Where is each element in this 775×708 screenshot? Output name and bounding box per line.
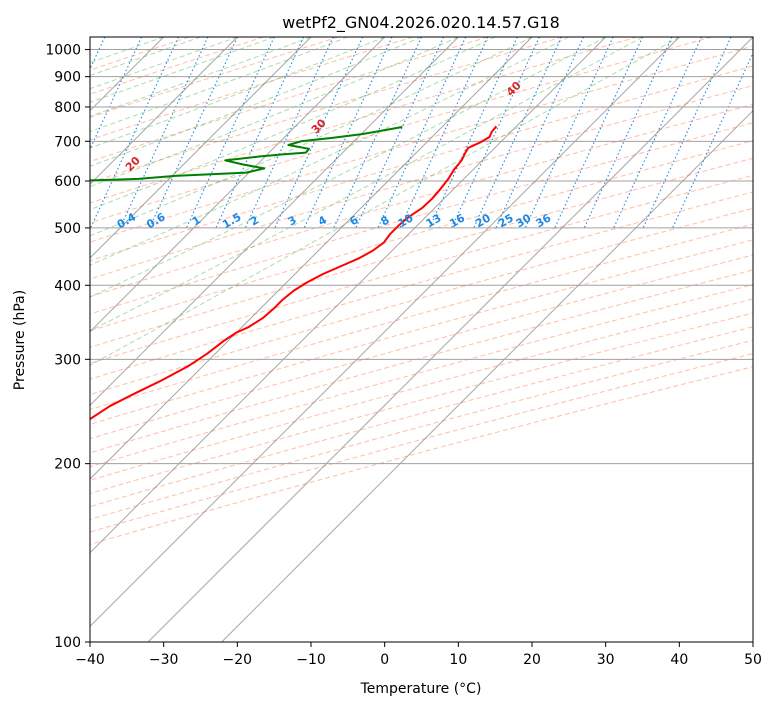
dry-adiabat-line [90, 223, 753, 411]
y-tick-label: 300 [54, 352, 81, 368]
dry-adiabat-line [90, 326, 753, 508]
dry-adiabat-label: 40 [504, 79, 524, 99]
mixing-ratio-line [451, 37, 540, 229]
mixing-ratio-line [642, 37, 732, 229]
mixing-ratio-line [149, 37, 238, 229]
chart-title: wetPf2_GN04.2026.020.14.57.G18 [282, 13, 560, 33]
dry-adiabat-line [90, 157, 753, 348]
mixing-ratio-line [355, 37, 445, 229]
mixing-ratio-line [215, 37, 305, 229]
dry-adiabat-line [90, 254, 753, 440]
y-tick-label: 100 [54, 635, 81, 651]
mixing-ratio-label: 3 [286, 213, 299, 228]
y-tick-label: 800 [54, 100, 81, 116]
y-tick-label: 1000 [45, 43, 81, 59]
x-tick-label: 50 [744, 652, 762, 668]
isobars [90, 49, 753, 642]
isotherm-line [147, 37, 753, 642]
dry-adiabat-line [90, 284, 753, 468]
dry-adiabat-line [90, 65, 753, 262]
isotherm-line [90, 37, 386, 333]
plot-frame [89, 36, 754, 643]
dry-adiabat-line [90, 37, 488, 163]
dewpoint-line [90, 126, 403, 182]
mixing-ratio-label: 0.1 [14, 210, 37, 231]
isotherm-line [90, 37, 533, 480]
dry-adiabat-line [90, 37, 414, 141]
x-tick-label: 40 [670, 652, 688, 668]
dry-adiabat-line [90, 37, 189, 71]
x-tick-label: −20 [223, 652, 253, 668]
mixing-ratio-line [90, 37, 179, 229]
dry-adiabat-line [90, 37, 563, 184]
y-axis-label: Pressure (hPa) [12, 290, 28, 390]
mixing-ratio-line [303, 37, 393, 229]
moist-adiabats [90, 37, 680, 366]
dry-adiabat-line [90, 366, 753, 545]
temperature-line [90, 125, 498, 421]
mixing-ratio-line [377, 37, 467, 229]
y-tick-label: 700 [54, 134, 81, 150]
isotherms [90, 37, 753, 642]
isotherm-line [90, 37, 459, 407]
mixing-ratio-line [90, 37, 143, 151]
y-tick-label: 900 [54, 70, 81, 86]
mixing-ratio-line [583, 37, 673, 229]
dry-adiabat-line [90, 269, 753, 454]
mixing-ratio-line [333, 37, 422, 229]
mixing-ratio-line [554, 37, 643, 229]
x-tick-label: −30 [149, 652, 179, 668]
moist-adiabat-line [90, 37, 164, 64]
mixing-ratio-line [90, 37, 106, 71]
dry-adiabat-line [90, 298, 753, 481]
y-tick-label: 400 [54, 278, 81, 294]
mixing-ratio-line [119, 37, 209, 229]
moist-adiabat-line [90, 37, 238, 90]
dry-adiabat-line [90, 339, 753, 520]
mixing-ratio-line [399, 37, 489, 229]
mixing-ratio-label: 2 [248, 213, 261, 228]
moist-adiabat-line [90, 37, 201, 77]
x-tick-label: −10 [296, 652, 326, 668]
mixing-ratio-line [473, 37, 562, 229]
mixing-ratio-line [495, 37, 585, 229]
x-axis-label: Temperature (°C) [360, 681, 482, 697]
dry-adiabat-line [90, 37, 339, 118]
x-tick-label: 30 [597, 652, 615, 668]
mixing-ratio-line [185, 37, 275, 229]
isotherm-line [221, 109, 753, 642]
x-tick-label: 20 [523, 652, 541, 668]
x-tick-label: 10 [449, 652, 467, 668]
x-tick-label: −40 [75, 652, 105, 668]
dry-adiabat-line [90, 239, 753, 425]
isotherm-line [90, 37, 680, 628]
isotherm-line [90, 37, 607, 554]
sounding-series [90, 125, 498, 421]
x-axis: −40 −30 −20 −10 0 10 20 30 40 50 [75, 642, 762, 668]
y-axis: 100 200 300 400 500 600 700 800 900 1000 [45, 43, 90, 651]
y-tick-label: 200 [54, 457, 81, 473]
mixing-ratio-line [274, 37, 364, 229]
isotherm-line [90, 37, 312, 259]
x-tick-label: 0 [380, 652, 389, 668]
mixing-ratio-line [524, 37, 614, 229]
isotherm-line [90, 37, 238, 186]
mixing-ratio-line [672, 51, 753, 229]
dry-adiabat-line [90, 353, 753, 533]
y-tick-label: 500 [54, 221, 81, 237]
dry-adiabat-line [90, 37, 712, 224]
mixing-ratio-line [429, 37, 518, 229]
dry-adiabat-line [90, 312, 753, 495]
y-tick-label: 600 [54, 174, 81, 190]
moist-adiabat-line [90, 37, 312, 117]
moist-adiabat-line [90, 37, 680, 366]
mixing-ratio-label: 4 [316, 213, 329, 228]
dry-adiabat-line [90, 37, 264, 95]
dry-adiabat-line [90, 122, 753, 315]
moist-adiabat-line [90, 37, 570, 266]
